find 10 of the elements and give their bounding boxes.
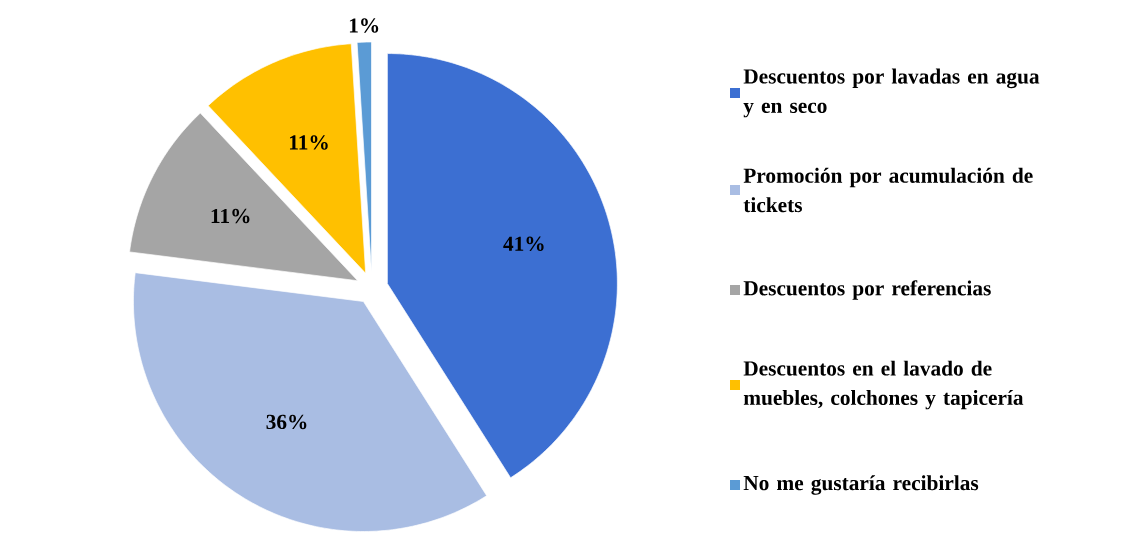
data-label: 36% (266, 414, 307, 430)
legend-label: No me gustaría recibirlas (743, 475, 979, 495)
data-label: 11% (211, 208, 250, 224)
legend-label: Descuentos en el lavado de muebles, colchones y tapicería (743, 360, 1024, 410)
data-label: 41% (503, 236, 544, 251)
legend-label: Descuentos por lavadas en agua y en seco (743, 68, 1040, 118)
data-label: 11% (289, 135, 328, 150)
data-label: 1% (349, 18, 379, 33)
legend-label: Descuentos por referencias (743, 280, 991, 300)
legend-label: Promoción por acumulación de tickets (743, 167, 1033, 213)
